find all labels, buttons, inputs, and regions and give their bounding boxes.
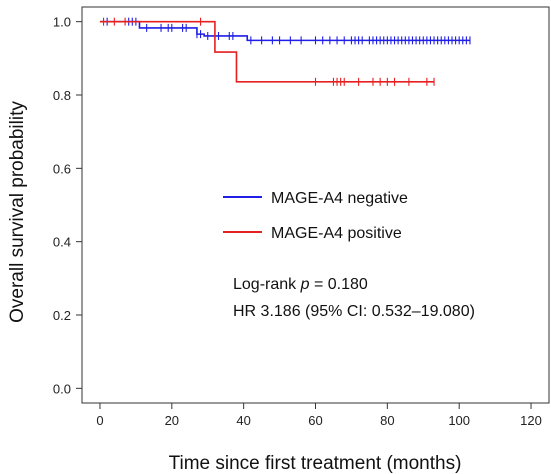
curves [99,17,471,86]
x-tick-label: 0 [96,413,103,428]
x-tick-label: 120 [520,413,542,428]
y-axis-label: Overall survival probability [7,101,28,323]
y-tick-label: 0.6 [53,161,71,176]
y-tick-label: 0.4 [53,235,71,250]
y-tick-label: 0.8 [53,88,71,103]
x-tick-label: 60 [308,413,322,428]
curve-negative [99,20,470,42]
x-axis-label: Time since first treatment (months) [169,453,462,474]
y-tick-label: 0.0 [53,381,71,396]
legend-label-negative: MAGE-A4 negative [271,190,408,207]
legend-label-positive: MAGE-A4 positive [271,225,402,242]
stats-annotation: Log-rank p = 0.180 HR 3.186 (95% CI: 0.5… [233,276,475,320]
axes: 0 20 40 60 80 100 120 0.0 0.2 0.4 0.6 0.8 1.0 [53,6,550,428]
x-tick-label: 100 [448,413,470,428]
x-tick-label: 40 [236,413,250,428]
legend: MAGE-A4 negative MAGE-A4 positive [223,190,408,242]
x-tick-label: 20 [165,413,179,428]
curve-positive [99,20,435,83]
hazard-ratio-text: HR 3.186 (95% CI: 0.532–19.080) [233,303,475,320]
y-tick-label: 0.2 [53,308,71,323]
x-tick-label: 80 [380,413,394,428]
y-tick-label: 1.0 [53,15,71,30]
logrank-text: Log-rank p = 0.180 [233,276,368,293]
